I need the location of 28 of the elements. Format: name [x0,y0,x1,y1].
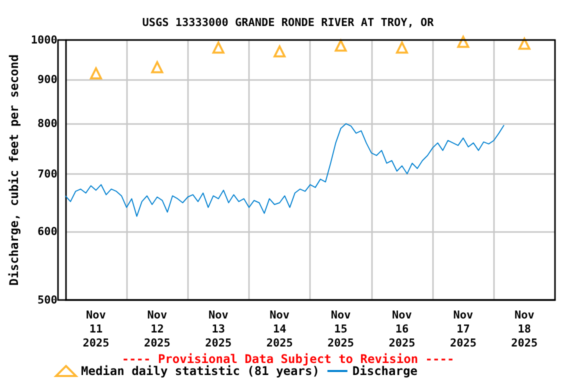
y-tick-label: 600 [38,225,58,238]
legend-label: Discharge [352,364,418,378]
chart-title: USGS 13333000 GRANDE RONDE RIVER AT TROY, OR [142,16,434,29]
y-tick-label: 1000 [30,34,58,46]
x-tick-label: Nov 14 2025 [266,308,293,350]
point [518,38,530,50]
x-tick-label: Nov 13 2025 [205,308,232,350]
text: ---- Provisional Data Subject to Revision ---- [122,352,454,366]
point [396,42,408,54]
legend-label: Median daily statistic (81 years) [81,364,320,378]
x-tick-label: Nov 16 2025 [388,308,416,350]
point [90,67,102,80]
x-tick-label: Nov 15 2025 [328,308,354,350]
y-axis-title: Discharge, cubic feet per second [7,54,21,286]
point [212,42,224,54]
x-tick-label: Nov 17 2025 [450,308,476,350]
point [457,36,470,48]
x-tick-label: Nov 18 2025 [511,308,538,350]
point [151,61,164,74]
x-tick-label: Nov 12 2025 [144,308,170,350]
y-tick-label: 500 [38,294,58,306]
x-tick-label: Nov 11 2025 [82,308,110,350]
y-tick-label: 700 [38,167,58,180]
point [334,40,347,52]
line-series [64,123,504,217]
y-tick-label: 900 [38,73,58,86]
y-tick-label: 800 [38,117,58,130]
point [274,45,286,58]
